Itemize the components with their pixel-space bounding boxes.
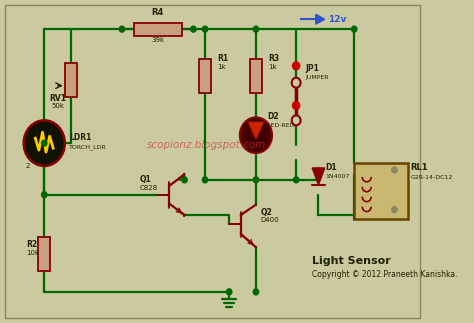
Circle shape xyxy=(292,101,300,109)
Text: 1N4007: 1N4007 xyxy=(326,174,350,179)
Text: 1k: 1k xyxy=(268,64,277,70)
Circle shape xyxy=(191,26,196,32)
Text: D1: D1 xyxy=(326,163,337,172)
Text: 10k: 10k xyxy=(27,250,39,256)
Text: Q1: Q1 xyxy=(140,175,152,184)
Circle shape xyxy=(293,177,299,183)
Text: LDR1: LDR1 xyxy=(69,133,91,142)
Text: JP1: JP1 xyxy=(305,64,319,73)
Bar xyxy=(134,23,182,36)
Circle shape xyxy=(240,117,272,153)
Circle shape xyxy=(42,192,47,198)
Circle shape xyxy=(202,26,208,32)
Circle shape xyxy=(119,26,125,32)
Polygon shape xyxy=(316,14,325,24)
Bar xyxy=(250,59,262,93)
Text: D2: D2 xyxy=(267,112,279,121)
Circle shape xyxy=(392,207,397,213)
Circle shape xyxy=(253,26,259,32)
Circle shape xyxy=(24,120,65,166)
Bar xyxy=(38,237,50,271)
Circle shape xyxy=(292,62,300,70)
Text: 2: 2 xyxy=(26,163,30,169)
Text: Copyright © 2012.Praneeth Kanishka.: Copyright © 2012.Praneeth Kanishka. xyxy=(312,270,458,279)
Bar xyxy=(199,59,211,93)
Text: R2: R2 xyxy=(27,240,37,249)
Circle shape xyxy=(292,78,301,88)
Text: RL1: RL1 xyxy=(410,163,428,172)
Polygon shape xyxy=(249,122,263,138)
Circle shape xyxy=(202,177,208,183)
Text: 12v: 12v xyxy=(328,15,346,24)
Bar xyxy=(354,163,408,220)
Circle shape xyxy=(292,115,301,125)
Circle shape xyxy=(182,177,187,183)
Text: R1: R1 xyxy=(218,54,228,63)
Text: JUMPER: JUMPER xyxy=(305,75,328,80)
Circle shape xyxy=(227,289,232,295)
Text: scopionz.blogspot.com: scopionz.blogspot.com xyxy=(147,140,266,150)
Text: R4: R4 xyxy=(152,8,164,17)
Text: TORCH_LDR: TORCH_LDR xyxy=(69,144,107,150)
Text: D400: D400 xyxy=(260,217,279,224)
Bar xyxy=(65,63,77,97)
Text: Q2: Q2 xyxy=(260,208,272,216)
Circle shape xyxy=(352,26,357,32)
Text: RV1: RV1 xyxy=(49,94,66,102)
Text: Light Sensor: Light Sensor xyxy=(312,256,391,266)
Circle shape xyxy=(42,140,47,146)
Text: LED-RED: LED-RED xyxy=(267,123,295,128)
Text: 39k: 39k xyxy=(151,37,164,43)
Text: R3: R3 xyxy=(268,54,280,63)
Circle shape xyxy=(253,289,259,295)
Polygon shape xyxy=(312,168,325,185)
Circle shape xyxy=(253,177,259,183)
Text: 1k: 1k xyxy=(218,64,226,70)
Circle shape xyxy=(392,167,397,173)
Text: G2R-14-DC12: G2R-14-DC12 xyxy=(410,175,453,180)
Text: 50k: 50k xyxy=(51,103,64,109)
Text: C828: C828 xyxy=(140,185,158,191)
